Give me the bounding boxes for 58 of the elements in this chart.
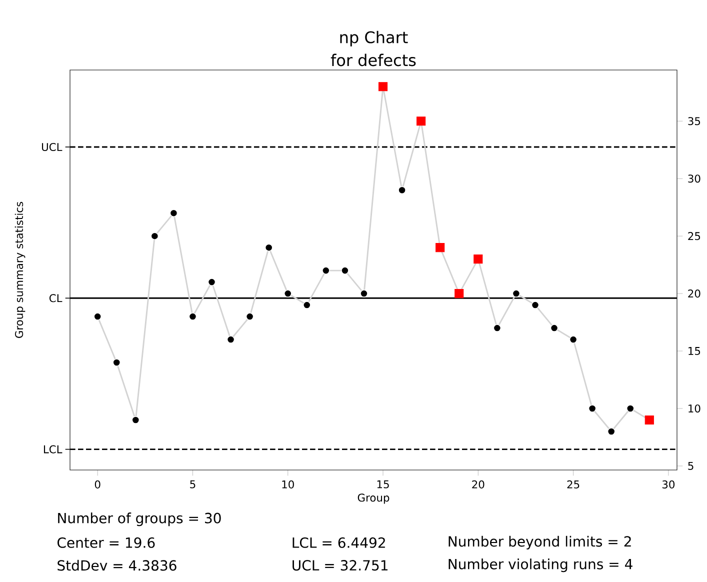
point <box>322 266 330 274</box>
y-tick-label: 15 <box>688 347 700 355</box>
point <box>608 428 616 436</box>
point <box>265 244 273 252</box>
x-tick-label: 5 <box>190 480 196 488</box>
y-axis-title: Group summary statistics <box>14 202 26 338</box>
point <box>512 290 520 298</box>
chart-subtitle: for defects <box>330 54 416 66</box>
point <box>454 289 464 298</box>
y-tick-label: 25 <box>688 232 700 240</box>
text: Number violating runs = 4 <box>448 558 632 572</box>
point <box>588 404 596 412</box>
point <box>246 312 254 320</box>
point <box>644 415 654 425</box>
point <box>150 232 158 240</box>
point <box>226 336 235 344</box>
point <box>188 312 197 320</box>
point <box>284 290 292 298</box>
point <box>531 301 540 309</box>
point <box>569 336 578 344</box>
x-tick-label: 10 <box>282 480 294 488</box>
point <box>341 266 349 274</box>
point <box>474 254 483 264</box>
y-tick-label: 20 <box>688 290 700 298</box>
point <box>132 416 140 424</box>
point <box>378 82 388 92</box>
point <box>493 324 501 332</box>
y-tick-label: 30 <box>688 174 700 183</box>
point <box>436 243 445 252</box>
x-tick-label: 0 <box>94 480 100 488</box>
x-tick-label: 15 <box>377 480 389 488</box>
x-tick-label: 20 <box>472 480 484 488</box>
chart-title: np Chart <box>340 30 408 46</box>
point <box>112 358 120 366</box>
text: Number of groups = 30 <box>58 512 221 526</box>
ref-line-label: LCL <box>44 445 62 454</box>
point <box>208 278 216 286</box>
y-tick-label: 35 <box>688 117 700 126</box>
text: UCL = 32.751 <box>292 560 388 571</box>
text: Number beyond limits = 2 <box>448 536 631 550</box>
y-tick-label: 10 <box>688 404 700 413</box>
x-axis-title: Group <box>358 494 390 504</box>
text: StdDev = 4.3836 <box>58 560 176 571</box>
point <box>360 290 368 298</box>
text: Center = 19.6 <box>58 537 155 548</box>
point <box>94 312 102 320</box>
x-tick-label: 25 <box>567 480 580 488</box>
point <box>170 209 178 217</box>
point <box>626 404 634 412</box>
point <box>550 324 558 332</box>
ref-line-label: CL <box>49 294 62 302</box>
x-tick-label: 30 <box>662 480 675 488</box>
point <box>398 186 406 194</box>
point <box>416 116 426 126</box>
y-tick-label: 5 <box>688 462 694 470</box>
ref-line-label: UCL <box>42 142 62 152</box>
text: LCL = 6.4492 <box>292 537 385 548</box>
point <box>303 301 311 309</box>
